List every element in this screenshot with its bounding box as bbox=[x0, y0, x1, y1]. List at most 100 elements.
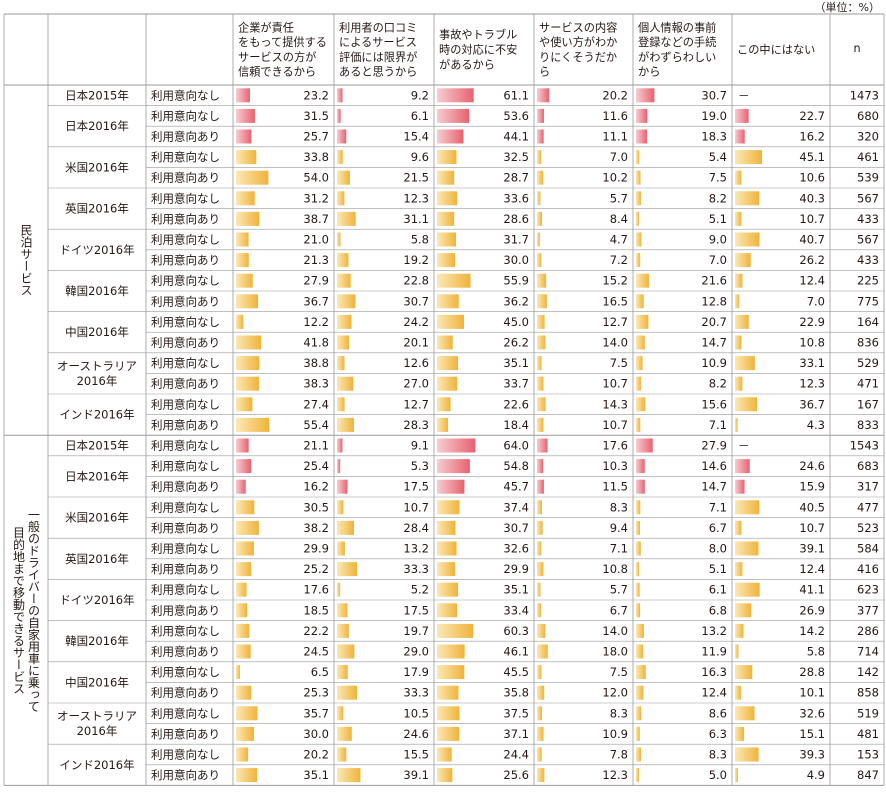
bar bbox=[537, 232, 540, 247]
bar bbox=[537, 685, 545, 700]
value-label: 30.5 bbox=[303, 500, 329, 514]
bar bbox=[236, 417, 270, 432]
bar bbox=[735, 562, 743, 577]
bar bbox=[735, 356, 755, 371]
bar bbox=[236, 211, 260, 226]
value-label: 9.1 bbox=[411, 439, 429, 453]
value-label: 22.8 bbox=[403, 274, 429, 288]
value-label: 10.7 bbox=[799, 212, 825, 226]
bar bbox=[236, 438, 249, 453]
value-label: 40.3 bbox=[799, 191, 825, 205]
value-label: 4.7 bbox=[610, 233, 628, 247]
value-label: 22.9 bbox=[799, 315, 825, 329]
n-value: 623 bbox=[857, 583, 879, 597]
country-label: 日本2015年 bbox=[65, 439, 129, 453]
value-label: 21.6 bbox=[701, 274, 727, 288]
bar bbox=[337, 623, 349, 638]
value-label: 35.1 bbox=[503, 356, 529, 370]
value-label: 37.5 bbox=[503, 706, 529, 720]
intent-label: 利用意向なし bbox=[151, 274, 220, 288]
country-label: 米国2016年 bbox=[65, 511, 129, 525]
bar bbox=[236, 232, 249, 247]
bar bbox=[537, 726, 544, 741]
value-label: 33.1 bbox=[799, 356, 825, 370]
bar bbox=[437, 253, 455, 268]
value-label: 11.1 bbox=[602, 130, 628, 144]
bar bbox=[236, 314, 244, 329]
value-label: 8.3 bbox=[610, 706, 628, 720]
value-label: 19.7 bbox=[403, 624, 429, 638]
bar bbox=[437, 376, 458, 391]
value-label: 8.3 bbox=[610, 500, 628, 514]
bar bbox=[735, 294, 740, 309]
n-value: 858 bbox=[857, 686, 879, 700]
n-value: 164 bbox=[857, 315, 879, 329]
bar bbox=[537, 603, 542, 618]
value-label: 13.2 bbox=[403, 542, 429, 556]
bar bbox=[337, 356, 345, 371]
value-label: 45.5 bbox=[503, 665, 529, 679]
bar bbox=[636, 706, 642, 721]
value-label: 26.9 bbox=[799, 603, 825, 617]
bar bbox=[735, 335, 742, 350]
bar bbox=[437, 768, 453, 783]
value-label: 46.1 bbox=[503, 645, 529, 659]
bar bbox=[236, 623, 250, 638]
value-label: 18.3 bbox=[701, 130, 727, 144]
bar bbox=[337, 232, 341, 247]
country-label: 日本2016年 bbox=[65, 119, 129, 133]
country-label: 日本2016年 bbox=[65, 469, 129, 483]
bar bbox=[537, 644, 548, 659]
value-label: 25.2 bbox=[303, 562, 329, 576]
value-label: 27.4 bbox=[303, 397, 329, 411]
column-header-2-line-3: 評価には限界が bbox=[339, 50, 417, 64]
intent-label: 利用意向なし bbox=[151, 583, 220, 597]
bar bbox=[636, 356, 643, 371]
bar bbox=[337, 417, 354, 432]
bar bbox=[735, 417, 738, 432]
value-label: 36.7 bbox=[303, 294, 329, 308]
value-label: 64.0 bbox=[503, 439, 529, 453]
country-label: 韓国2016年 bbox=[65, 284, 129, 298]
intent-label: 利用意向あり bbox=[151, 294, 220, 308]
value-label: 28.8 bbox=[799, 665, 825, 679]
n-value: 317 bbox=[857, 480, 879, 494]
value-label: 33.3 bbox=[403, 562, 429, 576]
intent-label: 利用意向なし bbox=[151, 624, 220, 638]
country-label: インド2016年 bbox=[59, 408, 134, 422]
bar bbox=[636, 232, 642, 247]
bar bbox=[437, 273, 471, 288]
bar bbox=[636, 314, 649, 329]
value-label: 31.7 bbox=[503, 233, 529, 247]
value-label: 39.3 bbox=[799, 748, 825, 762]
bar bbox=[236, 191, 255, 206]
bar bbox=[735, 211, 742, 226]
bar bbox=[735, 644, 739, 659]
bar bbox=[537, 768, 545, 783]
group-label: 一般のドライバーの自家用車に乗って bbox=[27, 508, 41, 712]
bar bbox=[236, 479, 246, 494]
value-label: 14.7 bbox=[701, 480, 727, 494]
value-label: 38.8 bbox=[303, 356, 329, 370]
bar bbox=[337, 665, 348, 680]
bar bbox=[537, 211, 543, 226]
value-label: 16.5 bbox=[602, 294, 628, 308]
bar bbox=[636, 541, 641, 556]
bar bbox=[236, 129, 252, 144]
value-label: 6.7 bbox=[709, 521, 727, 535]
value-label: 41.1 bbox=[799, 583, 825, 597]
value-label: 45.1 bbox=[799, 150, 825, 164]
value-label: 37.4 bbox=[503, 500, 529, 514]
bar bbox=[636, 479, 645, 494]
bar bbox=[337, 541, 345, 556]
intent-label: 利用意向あり bbox=[151, 645, 220, 659]
value-dash: － bbox=[738, 88, 750, 102]
bar bbox=[437, 747, 452, 762]
bar bbox=[236, 685, 252, 700]
bar bbox=[337, 562, 357, 577]
bar bbox=[735, 685, 742, 700]
bar bbox=[636, 582, 640, 597]
bar bbox=[735, 108, 749, 123]
intent-label: 利用意向なし bbox=[151, 88, 220, 102]
bar bbox=[437, 706, 460, 721]
